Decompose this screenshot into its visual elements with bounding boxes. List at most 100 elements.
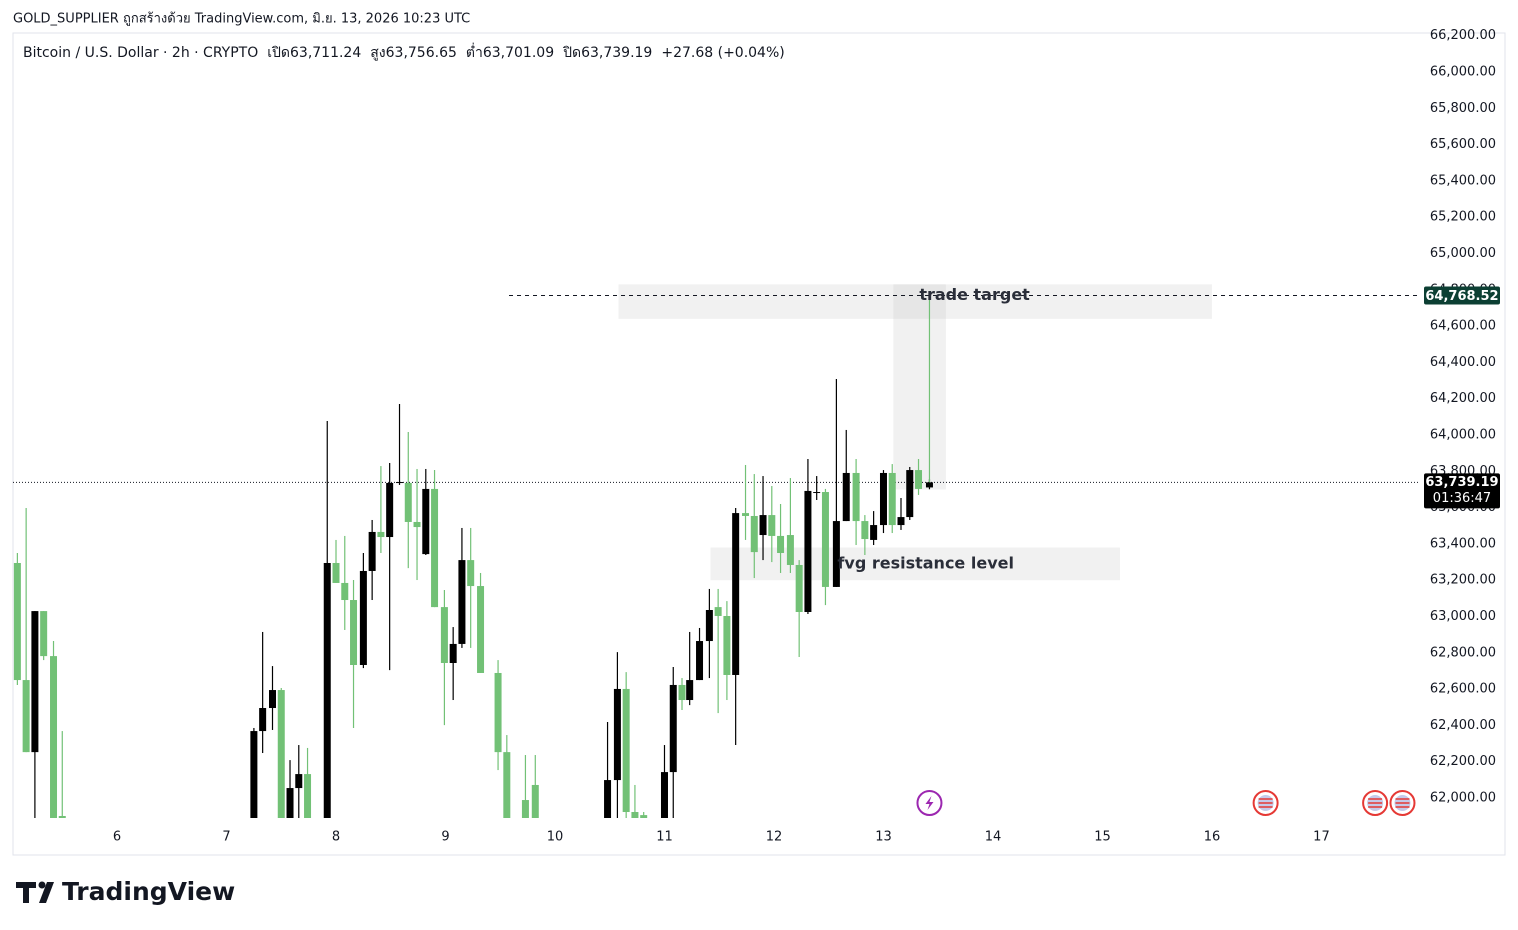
candle-body (804, 490, 812, 612)
caption: GOLD_SUPPLIER ถูกสร้างด้วย TradingView.c… (13, 12, 470, 27)
candle-body (723, 615, 731, 675)
event-icon (1252, 790, 1279, 816)
candle-body (631, 812, 639, 818)
candle-body (304, 774, 312, 818)
zone-label: fvg resistance level (837, 553, 1014, 572)
legend: Bitcoin / U.S. Dollar · 2h · CRYPTO เปิด6… (23, 43, 785, 61)
candle-body (332, 562, 340, 583)
y-tick-label: 65,000.00 (1430, 246, 1496, 261)
y-tick-label: 62,000.00 (1430, 791, 1496, 806)
candle-body (732, 513, 740, 675)
x-tick-label: 12 (766, 830, 783, 845)
candle-body (705, 609, 713, 642)
candle-body (50, 656, 58, 818)
candle-body (915, 470, 923, 489)
legend-item: เปิด63,711.24 (267, 45, 361, 61)
candle-body (350, 600, 358, 665)
x-tick-label: 17 (1313, 830, 1330, 845)
candle-body (669, 684, 677, 773)
chart-frame (12, 32, 1506, 856)
x-tick-label: 8 (332, 830, 340, 845)
x-tick-label: 11 (656, 830, 673, 845)
x-tick-label: 14 (985, 830, 1002, 845)
candle-body (286, 788, 294, 818)
candle-body (13, 562, 21, 681)
target-tag (1424, 286, 1500, 305)
overlay: trade target fvg resistance level (837, 285, 1416, 816)
candle-body (678, 684, 686, 701)
candle-body (842, 472, 850, 522)
candle-body (269, 690, 277, 709)
event-icon (1389, 790, 1416, 816)
candle-body (906, 470, 914, 518)
y-tick-label: 64,600.00 (1430, 319, 1496, 334)
candle-body (604, 780, 612, 818)
candle-body (660, 772, 668, 818)
candle-body (852, 472, 860, 522)
y-tick-label: 64,000.00 (1430, 428, 1496, 443)
event-icon (1362, 790, 1389, 816)
candle-body (259, 708, 267, 732)
x-tick-label: 13 (875, 830, 892, 845)
candle-body (58, 816, 66, 818)
candle-body (467, 560, 475, 587)
legend-item: สูง63,756.65 (370, 45, 457, 61)
y-tick-label: 66,200.00 (1430, 28, 1496, 43)
candle-body (422, 488, 430, 555)
y-tick-label: 65,200.00 (1430, 210, 1496, 225)
candle-body (786, 535, 794, 565)
candle-body (323, 562, 331, 818)
candle-body (250, 731, 258, 818)
event-icon (916, 790, 943, 816)
last-price-tag (1424, 473, 1500, 509)
legend-item: Bitcoin / U.S. Dollar · 2h · CRYPTO (23, 45, 258, 61)
candle-body (897, 517, 905, 526)
zone-label: trade target (919, 285, 1030, 304)
x-tick-label: 16 (1204, 830, 1221, 845)
candle-body (925, 482, 933, 488)
plot-area (13, 284, 1420, 818)
x-tick-label: 7 (222, 830, 230, 845)
candle-body (821, 492, 829, 587)
candle-body (686, 680, 694, 701)
candle-body (613, 688, 621, 781)
y-tick-label: 66,000.00 (1430, 65, 1496, 80)
candle-body (714, 607, 722, 616)
y-tick-label: 62,200.00 (1430, 754, 1496, 769)
y-tick-label: 64,200.00 (1430, 391, 1496, 406)
candle-body (396, 482, 404, 484)
candle-body (341, 582, 349, 601)
y-tick-label: 63,000.00 (1430, 609, 1496, 624)
candle-body (477, 586, 485, 673)
candle-body (622, 688, 630, 813)
zone (893, 284, 946, 490)
candle-body (404, 482, 412, 522)
candle-body (521, 800, 529, 818)
y-tick-label: 64,400.00 (1430, 355, 1496, 370)
y-tick-label: 63,400.00 (1430, 536, 1496, 551)
candle-body (377, 531, 385, 538)
candle-body (870, 525, 878, 540)
candle-body (494, 672, 502, 753)
candle-body (458, 560, 466, 644)
candle-body (359, 570, 367, 665)
candle-body (413, 521, 421, 528)
candle-body (759, 515, 767, 536)
candle-body (888, 472, 896, 526)
candle-body (768, 515, 776, 536)
candle-body (879, 472, 887, 526)
last-price-label: 63,739.19 (1425, 475, 1498, 490)
zone (618, 284, 1212, 319)
candle-body (813, 492, 821, 494)
candle-body (696, 641, 704, 681)
candle-body (742, 513, 750, 516)
candle-body (440, 607, 448, 663)
candle-body (832, 521, 840, 587)
candle-body (277, 690, 285, 818)
candle-body (750, 515, 758, 553)
event-bolt (925, 796, 934, 810)
candle-body (449, 643, 457, 663)
y-tick-label: 62,600.00 (1430, 682, 1496, 697)
candle-body (431, 488, 439, 608)
